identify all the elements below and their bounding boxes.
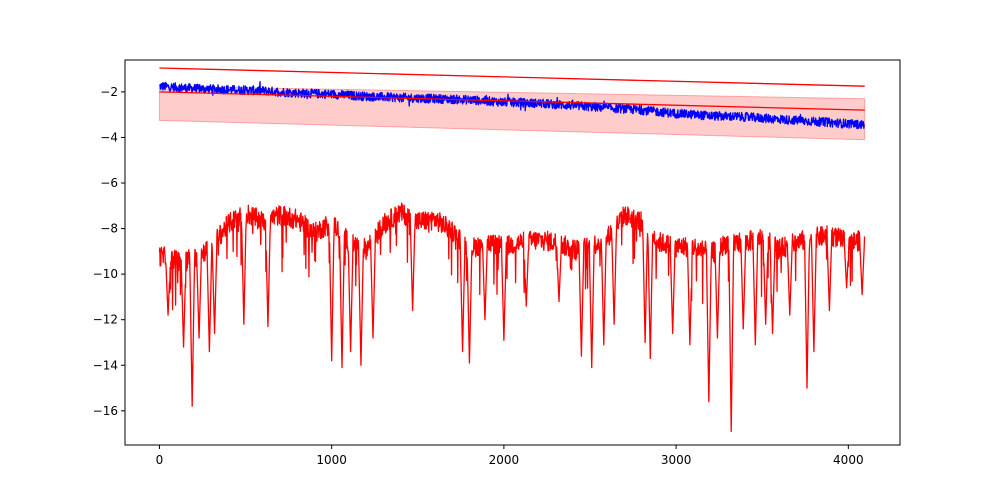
x-tick-label: 0 — [156, 453, 164, 467]
series-red-signal-line — [158, 202, 866, 432]
x-tick-label: 1000 — [316, 453, 347, 467]
y-tick-label: −10 — [93, 267, 118, 281]
y-tick-label: −14 — [93, 358, 118, 372]
y-tick-label: −8 — [100, 222, 118, 236]
axes-frame — [124, 59, 901, 446]
x-tick-label: 4000 — [833, 453, 864, 467]
y-tick-label: −16 — [93, 404, 118, 418]
y-tick-label: −6 — [100, 176, 118, 190]
y-axis: −16 −14 −12 −10 −8 −6 −4 −2 — [93, 85, 125, 418]
x-axis: 0 1000 2000 3000 4000 — [156, 445, 864, 467]
series-red-mean-line — [159, 91, 865, 111]
x-tick-label: 2000 — [489, 453, 520, 467]
confidence-band-layer — [158, 85, 866, 141]
x-tick-label: 3000 — [661, 453, 692, 467]
y-tick-label: −4 — [100, 130, 118, 144]
series-red-upper-line — [159, 67, 865, 87]
y-tick-label: −12 — [93, 313, 118, 327]
series-layer — [158, 67, 866, 432]
y-tick-label: −2 — [100, 85, 118, 99]
confidence-band — [158, 85, 866, 141]
series-blue-line — [159, 80, 865, 130]
